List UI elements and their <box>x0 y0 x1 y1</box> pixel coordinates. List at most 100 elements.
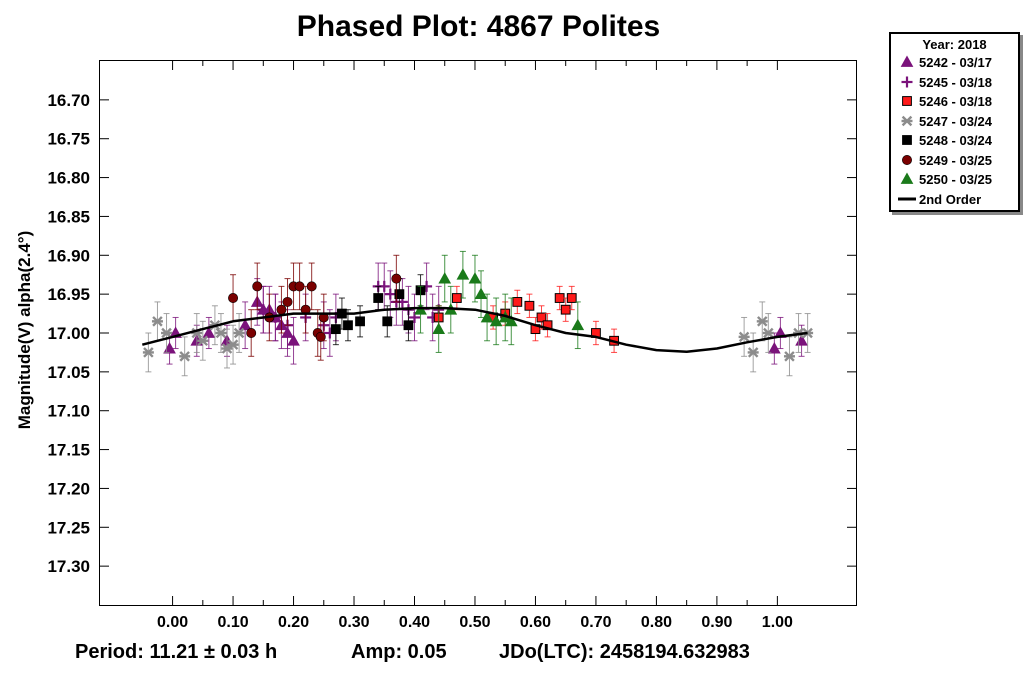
legend-marker <box>901 76 913 87</box>
data-point <box>252 281 263 292</box>
x-tick-label: 0.70 <box>580 614 611 631</box>
data-point <box>215 327 227 339</box>
data-point <box>474 287 488 300</box>
data-point <box>227 339 239 350</box>
jdo-text: JDo(LTC): 2458194.632983 <box>499 641 750 663</box>
triangle-icon <box>900 172 914 184</box>
legend-marker <box>900 55 914 67</box>
y-tick-label: 17.30 <box>47 557 90 576</box>
data-point <box>373 293 384 303</box>
legend-entry: 5245 - 03/18 <box>891 73 1018 93</box>
x-tick-label: 0.30 <box>338 614 369 631</box>
legend-marker <box>902 154 912 165</box>
data-point <box>571 318 585 331</box>
data-point <box>762 327 774 339</box>
y-axis-label: Magnitude(V) alpha(2.4°) <box>15 231 34 430</box>
asterisk-icon <box>901 115 913 126</box>
square-icon <box>902 135 912 145</box>
legend-entry: 5248 - 03/24 <box>891 131 1018 151</box>
data-point <box>468 272 482 284</box>
legend-marker <box>901 115 913 126</box>
line-icon <box>898 197 916 200</box>
series-2 <box>433 285 619 353</box>
legend-label: 2nd Order <box>919 191 982 207</box>
legend-entry: 5247 - 03/24 <box>891 112 1018 132</box>
legend-marker <box>902 96 912 106</box>
data-point <box>738 331 750 343</box>
square-icon <box>902 96 912 106</box>
data-point <box>282 296 293 307</box>
data-point <box>394 289 405 300</box>
y-tick-label: 17.25 <box>47 518 90 537</box>
data-point <box>783 351 795 362</box>
data-point <box>456 268 470 280</box>
legend-label: 5242 - 03/17 <box>919 55 993 70</box>
data-point <box>306 281 317 292</box>
data-point <box>432 322 446 335</box>
data-point <box>238 318 252 331</box>
y-tick-label: 17.05 <box>47 363 90 382</box>
circle-icon <box>902 154 912 165</box>
data-point <box>151 316 163 327</box>
data-point <box>524 300 535 311</box>
y-tick-label: 17.00 <box>47 324 90 343</box>
y-tick-label: 16.80 <box>47 169 90 188</box>
axes: 0.00 0.10 0.20 0.30 0.40 0.50 0.60 0.70 0.80 0.90… <box>47 61 856 631</box>
data-point <box>403 320 414 331</box>
y-tick-label: 17.20 <box>47 479 90 498</box>
data-point <box>287 334 300 346</box>
legend-marker <box>902 135 912 145</box>
fit-curve <box>141 306 808 353</box>
x-tick-label: 1.00 <box>762 614 793 631</box>
triangle-icon <box>900 55 914 67</box>
plus-icon <box>901 76 913 87</box>
legend-label: 5247 - 03/24 <box>919 113 993 129</box>
data-point <box>480 310 494 323</box>
x-tick-label: 0.20 <box>278 614 309 631</box>
data-point <box>489 314 503 327</box>
y-tick-label: 16.75 <box>47 130 90 149</box>
y-tick-label: 16.95 <box>47 285 90 304</box>
data-point <box>408 311 420 323</box>
data-point <box>504 314 518 327</box>
data-point <box>542 320 553 331</box>
series-6 <box>414 250 585 353</box>
data-point <box>276 304 287 315</box>
x-tick-label: 0.80 <box>641 614 672 631</box>
amplitude-text: Amp: 0.05 <box>351 641 447 663</box>
legend-label: 5245 - 03/18 <box>919 74 993 90</box>
data-point <box>747 347 759 358</box>
data-point <box>202 326 216 338</box>
data-point <box>512 297 523 307</box>
data-point <box>142 347 154 358</box>
legend: Year: 2018 5242 - 03/17 5245 - 03/18 5246 … <box>889 32 1020 212</box>
data-point <box>756 316 768 327</box>
legend-entry: 5246 - 03/18 <box>891 92 1018 112</box>
data-point <box>438 272 452 284</box>
legend-entry: 5250 - 03/25 <box>891 170 1018 190</box>
x-tick-label: 0.50 <box>459 614 490 631</box>
legend-entry: 5242 - 03/17 <box>891 53 1018 73</box>
legend-entry: 5249 - 03/25 <box>891 151 1018 171</box>
data-point <box>233 327 245 339</box>
data-point <box>228 293 239 304</box>
footer-info: Period: 11.21 ± 0.03 h Amp: 0.05 JDo(LTC… <box>0 641 1024 671</box>
series-5 <box>228 254 402 361</box>
legend-label: 5249 - 03/25 <box>919 152 993 168</box>
data-point <box>768 342 781 354</box>
data-point <box>382 316 393 327</box>
data-point <box>163 342 176 354</box>
data-point <box>536 312 547 323</box>
data-point <box>391 273 402 284</box>
data-point <box>315 331 326 342</box>
legend-label: 5248 - 03/24 <box>919 133 993 148</box>
period-text: Period: 11.21 ± 0.03 h <box>75 641 278 663</box>
y-tick-label: 16.90 <box>47 246 90 265</box>
legend-label: 5246 - 03/18 <box>919 94 993 109</box>
x-tick-label: 0.00 <box>157 614 188 631</box>
y-tick-label: 17.10 <box>47 402 90 421</box>
data-point <box>179 351 191 362</box>
x-tick-label: 0.40 <box>399 614 430 631</box>
legend-title: Year: 2018 <box>922 37 987 52</box>
